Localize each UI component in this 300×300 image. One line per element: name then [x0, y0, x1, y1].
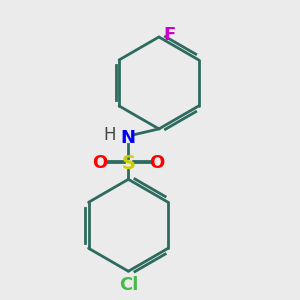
- Text: O: O: [93, 154, 108, 172]
- Text: H: H: [104, 126, 116, 144]
- Text: N: N: [121, 129, 136, 147]
- Text: F: F: [163, 26, 176, 44]
- Text: S: S: [122, 154, 135, 172]
- Text: Cl: Cl: [119, 276, 138, 294]
- Text: O: O: [149, 154, 164, 172]
